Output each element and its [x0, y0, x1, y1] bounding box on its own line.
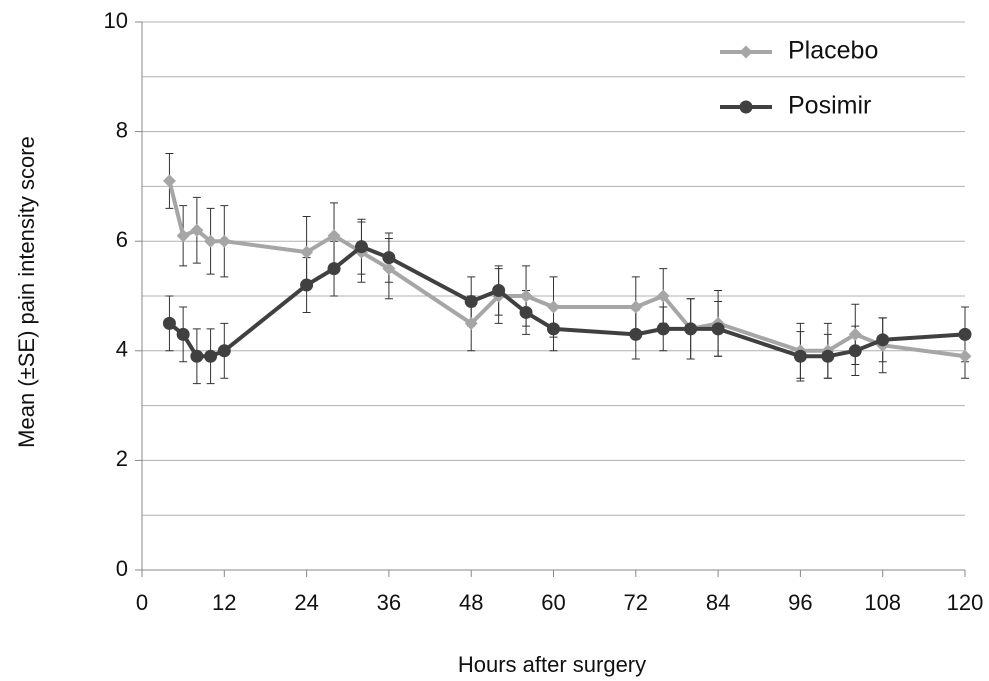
x-tick-label: 84 — [706, 590, 730, 615]
data-point — [848, 344, 862, 358]
data-point — [190, 349, 204, 363]
y-tick-label: 10 — [104, 8, 128, 33]
data-point — [382, 262, 396, 276]
data-point — [519, 305, 533, 319]
data-point — [327, 229, 341, 243]
data-point — [656, 289, 670, 303]
data-point — [176, 229, 190, 243]
data-point — [821, 349, 835, 363]
data-point — [204, 349, 218, 363]
data-point — [684, 322, 698, 336]
data-point — [176, 327, 190, 341]
data-point — [327, 262, 341, 276]
y-tick-label: 2 — [116, 446, 128, 471]
data-point — [464, 316, 478, 330]
x-axis-label: Hours after surgery — [458, 652, 646, 677]
data-point — [382, 251, 396, 265]
data-point — [492, 284, 506, 298]
data-point — [300, 245, 314, 259]
data-point — [204, 234, 218, 248]
x-tick-label: 120 — [947, 590, 984, 615]
legend-label: Placebo — [788, 37, 878, 65]
x-tick-label: 48 — [459, 590, 483, 615]
x-tick-label: 24 — [294, 590, 318, 615]
legend-marker — [739, 100, 753, 114]
x-tick-label: 96 — [788, 590, 812, 615]
y-tick-label: 8 — [116, 117, 128, 142]
data-point — [547, 322, 560, 336]
data-point — [848, 327, 862, 341]
data-point — [217, 344, 231, 358]
x-tick-label: 36 — [377, 590, 401, 615]
x-tick-label: 12 — [212, 590, 236, 615]
x-tick-label: 60 — [541, 590, 565, 615]
y-axis-label: Mean (±SE) pain intensity score — [14, 136, 39, 448]
x-tick-label: 108 — [864, 590, 901, 615]
series-line — [168, 244, 966, 359]
data-point — [519, 289, 533, 303]
data-point — [656, 322, 670, 336]
data-point — [217, 234, 231, 248]
data-point — [711, 322, 725, 336]
series-line — [167, 180, 966, 359]
legend-label: Posimir — [788, 92, 871, 120]
data-point — [547, 300, 560, 314]
data-point — [793, 349, 807, 363]
y-tick-label: 4 — [116, 337, 128, 362]
data-point — [876, 333, 890, 347]
y-tick-label: 0 — [116, 556, 128, 581]
data-point — [300, 278, 314, 292]
legend-marker — [739, 45, 753, 59]
data-point — [958, 327, 972, 341]
data-point — [629, 300, 643, 314]
data-point — [958, 349, 972, 363]
data-point — [629, 327, 643, 341]
y-tick-label: 6 — [116, 227, 128, 252]
x-tick-label: 0 — [136, 590, 148, 615]
data-point — [190, 223, 204, 237]
data-point — [464, 294, 478, 308]
x-tick-label: 72 — [624, 590, 648, 615]
data-point — [162, 316, 176, 330]
data-point — [354, 240, 368, 254]
data-point — [162, 174, 176, 188]
